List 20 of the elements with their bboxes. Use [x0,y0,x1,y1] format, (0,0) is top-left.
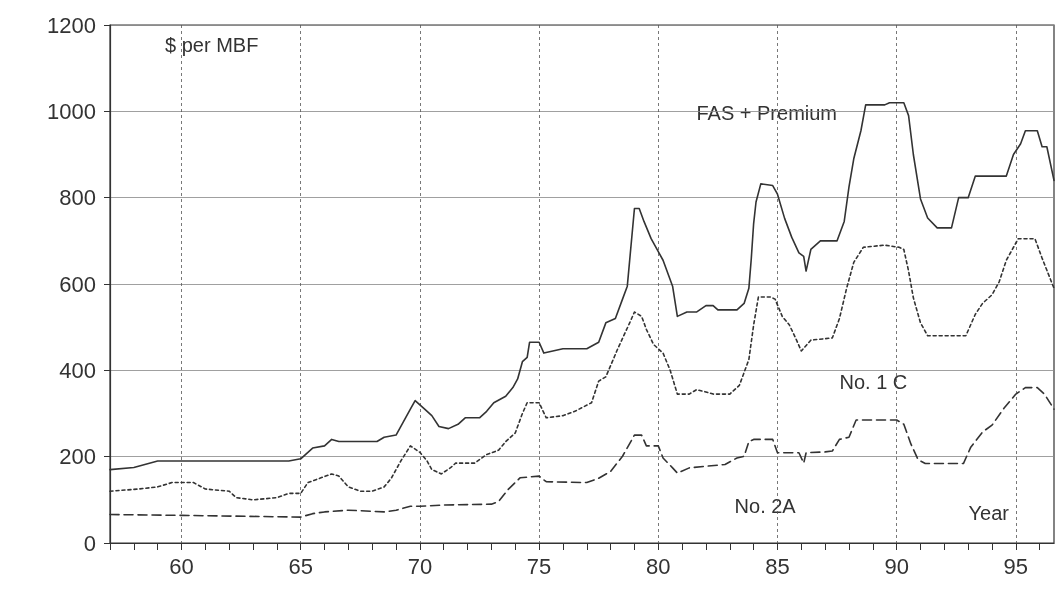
y-tick-label: 1000 [47,98,96,124]
y-tick-label: 1200 [47,12,96,38]
y-tick-label: 800 [59,185,96,211]
x-tick-label: 75 [526,553,552,579]
series-label: FAS + Premium [696,101,838,124]
x-tick-label: 90 [884,553,909,579]
series-label: No. 2A [734,494,797,517]
y-tick-label: 200 [59,444,96,470]
x-axis-title: Year [968,502,1010,524]
series-label: No. 1 C [839,371,908,394]
x-tick-label: 85 [765,553,790,579]
y-tick-label: 400 [59,357,96,383]
y-tick-label: 0 [83,530,96,556]
y-axis-title: $ per MBF [165,34,259,56]
x-tick-label: 80 [646,553,671,579]
x-tick-label: 70 [407,553,433,579]
x-tick-label: 95 [1003,553,1029,579]
y-tick-label: 600 [59,271,96,297]
x-tick-label: 65 [288,553,313,579]
x-tick-label: 60 [169,553,194,579]
